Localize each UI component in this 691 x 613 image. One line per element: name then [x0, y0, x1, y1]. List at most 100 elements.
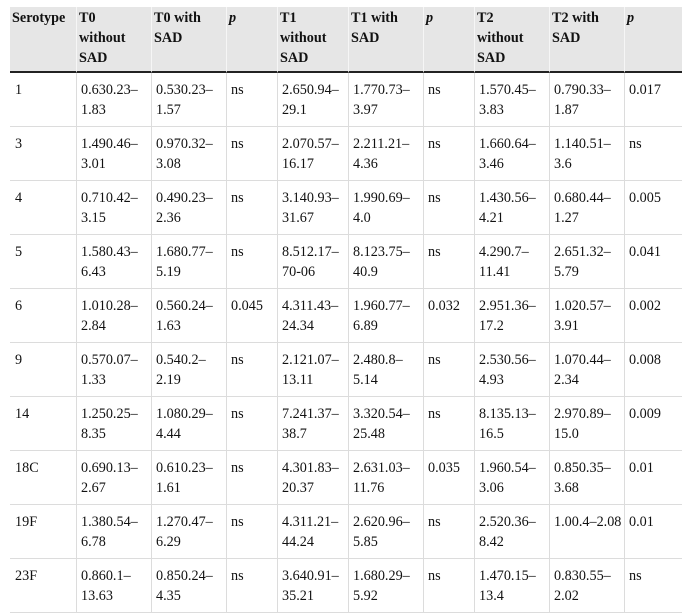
column-header: T2 with SAD: [550, 7, 625, 73]
serotype-cell: 14: [10, 397, 77, 451]
table-cell: 1.070.44–2.34: [550, 343, 625, 397]
table-cell: 2.121.07–13.11: [278, 343, 349, 397]
table-cell: 0.630.23–1.83: [77, 73, 152, 127]
table-cell: 2.631.03–11.76: [349, 451, 424, 505]
table-cell: 7.241.37–38.7: [278, 397, 349, 451]
column-header-line: T1 with: [351, 10, 398, 26]
table-cell: 1.770.73–3.97: [349, 73, 424, 127]
table-cell: 0.860.1–13.63: [77, 559, 152, 613]
table-cell: 1.430.56–4.21: [475, 181, 550, 235]
table-cell: 0.680.44–1.27: [550, 181, 625, 235]
table-cell: 1.020.57–3.91: [550, 289, 625, 343]
table-cell: 0.041: [625, 235, 682, 289]
column-header-line: [351, 48, 421, 68]
table-cell: 0.970.32–3.08: [152, 127, 227, 181]
column-header: p: [625, 7, 682, 73]
table-cell: 4.311.21–44.24: [278, 505, 349, 559]
column-header-line: [627, 48, 680, 68]
table-row: 9 0.570.07–1.33 0.540.2–2.19 ns 2.121.07–13.…: [10, 343, 682, 397]
column-header-line: T2: [477, 10, 494, 26]
serotype-cell: 19F: [10, 505, 77, 559]
column-header: T0 with SAD: [152, 7, 227, 73]
serotype-cell: 23F: [10, 559, 77, 613]
column-header-line: without: [79, 30, 126, 46]
table-row: 4 0.710.42–3.15 0.490.23–2.36 ns 3.140.93–31…: [10, 181, 682, 235]
table-cell: 0.560.24–1.63: [152, 289, 227, 343]
table-cell: 1.270.47–6.29: [152, 505, 227, 559]
column-header-line: [627, 28, 680, 48]
table-cell: 4.290.7–11.41: [475, 235, 550, 289]
serotype-cell: 6: [10, 289, 77, 343]
table-cell: 3.640.91–35.21: [278, 559, 349, 613]
table-cell: 0.690.13–2.67: [77, 451, 152, 505]
table-cell: ns: [424, 559, 475, 613]
header-row: Serotype T0 without SAD T0 with SAD p T1 with…: [10, 7, 682, 73]
column-header-line: SAD: [280, 50, 309, 66]
column-header: p: [424, 7, 475, 73]
column-header-line: SAD: [351, 30, 380, 46]
table-cell: 0.035: [424, 451, 475, 505]
table-cell: ns: [424, 181, 475, 235]
table-cell: ns: [625, 559, 682, 613]
column-header-line: T2 with: [552, 10, 599, 26]
table-cell: 0.850.35–3.68: [550, 451, 625, 505]
table-body: 1 0.630.23–1.83 0.530.23–1.57 ns 2.650.94–29…: [10, 73, 682, 613]
table-cell: 1.490.46–3.01: [77, 127, 152, 181]
table-cell: 1.960.54–3.06: [475, 451, 550, 505]
table-cell: 2.520.36–8.42: [475, 505, 550, 559]
table-cell: ns: [227, 127, 278, 181]
table-cell: 1.380.54–6.78: [77, 505, 152, 559]
table-cell: 0.002: [625, 289, 682, 343]
table-cell: 8.123.75–40.9: [349, 235, 424, 289]
column-header-line: p: [229, 10, 237, 26]
table-cell: 1.570.45–3.83: [475, 73, 550, 127]
data-table-container: Serotype T0 without SAD T0 with SAD p T1 with…: [10, 7, 682, 613]
table-cell: ns: [424, 505, 475, 559]
table-cell: 8.135.13–16.5: [475, 397, 550, 451]
table-cell: 3.320.54–25.48: [349, 397, 424, 451]
table-cell: 0.830.55–2.02: [550, 559, 625, 613]
column-header-line: without: [280, 30, 327, 46]
column-header-line: T0 with: [154, 10, 201, 26]
table-cell: 2.650.94–29.1: [278, 73, 349, 127]
table-cell: 1.080.29–4.44: [152, 397, 227, 451]
table-row: 3 1.490.46–3.01 0.970.32–3.08 ns 2.070.57–16…: [10, 127, 682, 181]
table-cell: ns: [424, 127, 475, 181]
table-cell: ns: [227, 505, 278, 559]
table-cell: 1.680.77–5.19: [152, 235, 227, 289]
column-header-line: [426, 28, 472, 48]
serotype-table: Serotype T0 without SAD T0 with SAD p T1 with…: [10, 7, 682, 613]
table-cell: 0.045: [227, 289, 278, 343]
table-cell: ns: [227, 73, 278, 127]
table-cell: 0.490.23–2.36: [152, 181, 227, 235]
table-cell: 1.580.43–6.43: [77, 235, 152, 289]
table-cell: 2.620.96–5.85: [349, 505, 424, 559]
column-header-line: [229, 48, 275, 68]
table-cell: 1.010.28–2.84: [77, 289, 152, 343]
table-row: 14 1.250.25–8.35 1.080.29–4.44 ns 7.241.37–3…: [10, 397, 682, 451]
column-header-line: SAD: [79, 50, 108, 66]
column-header-line: [552, 48, 622, 68]
table-cell: 2.480.8–5.14: [349, 343, 424, 397]
column-header-line: SAD: [552, 30, 581, 46]
table-cell: 3.140.93–31.67: [278, 181, 349, 235]
table-cell: 0.570.07–1.33: [77, 343, 152, 397]
serotype-cell: 1: [10, 73, 77, 127]
column-header-line: p: [627, 10, 635, 26]
table-cell: ns: [227, 397, 278, 451]
column-header: T2 without SAD: [475, 7, 550, 73]
table-cell: ns: [227, 235, 278, 289]
serotype-cell: 18C: [10, 451, 77, 505]
column-header-line: T1: [280, 10, 297, 26]
table-cell: ns: [227, 181, 278, 235]
table-cell: 2.951.36–17.2: [475, 289, 550, 343]
serotype-cell: 3: [10, 127, 77, 181]
table-cell: 1.680.29–5.92: [349, 559, 424, 613]
column-header-line: p: [426, 10, 434, 26]
table-cell: ns: [424, 235, 475, 289]
table-cell: 2.211.21–4.36: [349, 127, 424, 181]
column-header-line: without: [477, 30, 524, 46]
table-cell: 0.01: [625, 451, 682, 505]
table-cell: 0.032: [424, 289, 475, 343]
column-header-line: [229, 28, 275, 48]
